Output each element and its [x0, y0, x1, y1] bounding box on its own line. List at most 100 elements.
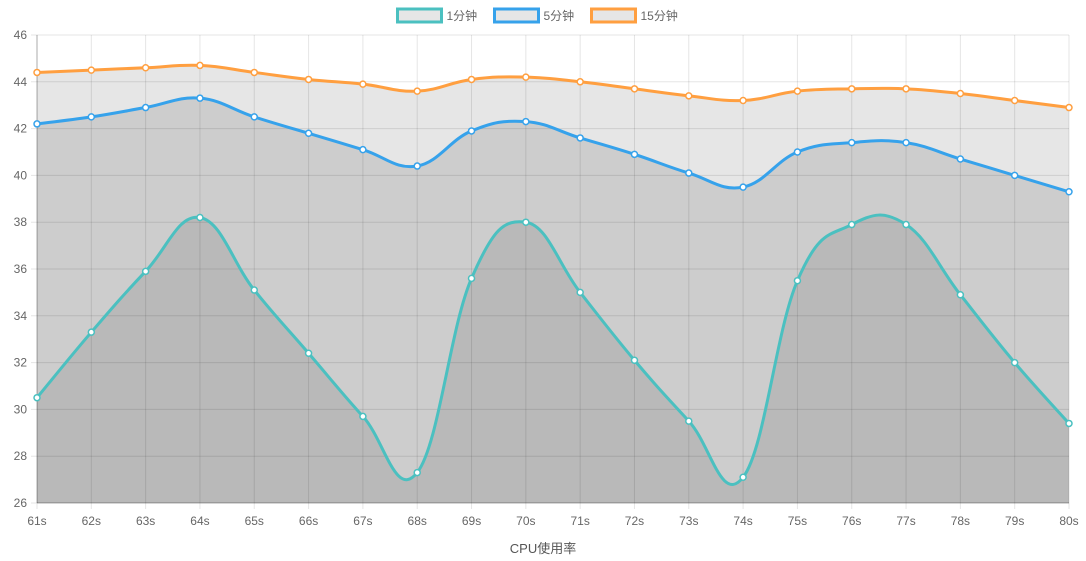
- legend-swatch: [590, 7, 637, 24]
- data-point[interactable]: [847, 138, 856, 147]
- data-point[interactable]: [1010, 171, 1019, 180]
- data-point[interactable]: [359, 145, 367, 154]
- x-tick-label: 77s: [896, 514, 915, 528]
- x-tick-label: 78s: [951, 514, 970, 528]
- data-point[interactable]: [1065, 188, 1073, 196]
- data-point[interactable]: [413, 468, 421, 477]
- data-point[interactable]: [359, 80, 367, 88]
- legend: 1分钟 5分钟 15分钟: [396, 7, 678, 24]
- data-point[interactable]: [1065, 419, 1073, 428]
- data-point[interactable]: [739, 96, 747, 105]
- data-point[interactable]: [141, 103, 150, 112]
- x-tick-label: 76s: [842, 514, 861, 528]
- data-point[interactable]: [739, 183, 747, 191]
- y-tick-label: 32: [14, 356, 28, 370]
- data-point[interactable]: [250, 286, 259, 294]
- data-point[interactable]: [33, 393, 41, 402]
- data-point[interactable]: [902, 85, 910, 93]
- data-point[interactable]: [685, 169, 693, 177]
- x-tick-label: 61s: [27, 514, 46, 528]
- axes: 26 28 30 32 34 36 38 40 42 44 46 61s 62s 63s 64s 65s 66s…: [14, 28, 1079, 528]
- x-tick-label: 79s: [1005, 514, 1024, 528]
- data-point[interactable]: [739, 473, 747, 482]
- data-point[interactable]: [196, 213, 204, 222]
- data-point[interactable]: [304, 129, 313, 138]
- legend-item-0[interactable]: 1分钟: [396, 7, 478, 24]
- x-tick-label: 71s: [570, 514, 589, 528]
- data-point[interactable]: [467, 274, 476, 283]
- data-point[interactable]: [522, 117, 530, 126]
- data-point[interactable]: [956, 155, 965, 163]
- x-tick-label: 70s: [516, 514, 535, 528]
- x-tick-label: 67s: [353, 514, 372, 528]
- data-point[interactable]: [141, 267, 150, 276]
- data-point[interactable]: [250, 68, 259, 77]
- legend-label: 15分钟: [641, 8, 678, 23]
- data-point[interactable]: [630, 356, 639, 365]
- data-point[interactable]: [33, 68, 41, 77]
- y-tick-label: 28: [14, 449, 28, 463]
- legend-swatch: [396, 7, 443, 24]
- data-point[interactable]: [87, 113, 96, 121]
- legend-label: 5分钟: [544, 8, 575, 23]
- data-point[interactable]: [522, 218, 530, 226]
- data-point[interactable]: [956, 89, 965, 98]
- data-point[interactable]: [413, 87, 421, 95]
- data-point[interactable]: [1010, 358, 1019, 367]
- data-point[interactable]: [847, 85, 856, 93]
- data-point[interactable]: [847, 220, 856, 229]
- data-point[interactable]: [630, 85, 639, 93]
- data-point[interactable]: [413, 162, 421, 170]
- data-point[interactable]: [359, 412, 367, 421]
- series-line-0: [35, 213, 1071, 486]
- data-point[interactable]: [87, 328, 96, 336]
- data-point[interactable]: [304, 75, 313, 84]
- data-point[interactable]: [1065, 103, 1073, 112]
- y-tick-label: 26: [14, 496, 28, 510]
- area-fill-series-0: [37, 215, 1069, 503]
- data-point[interactable]: [793, 276, 802, 285]
- y-tick-label: 46: [14, 28, 28, 42]
- data-point[interactable]: [196, 61, 204, 70]
- x-tick-label: 69s: [462, 514, 481, 528]
- data-point[interactable]: [793, 87, 802, 95]
- data-point[interactable]: [576, 288, 584, 297]
- x-tick-label: 62s: [82, 514, 101, 528]
- data-point[interactable]: [467, 127, 476, 135]
- grid-lines: [31, 34, 1070, 509]
- y-tick-label: 36: [14, 262, 28, 276]
- data-point[interactable]: [956, 290, 965, 299]
- x-tick-label: 63s: [136, 514, 155, 528]
- legend-item-1[interactable]: 5分钟: [493, 7, 575, 24]
- legend-swatch: [493, 7, 540, 24]
- data-point[interactable]: [902, 220, 910, 229]
- series-line-1: [36, 96, 1070, 194]
- data-point[interactable]: [685, 92, 693, 100]
- y-tick-label: 30: [14, 402, 28, 416]
- y-tick-label: 44: [14, 75, 28, 89]
- data-point[interactable]: [1010, 96, 1019, 105]
- area-fills: [37, 65, 1069, 503]
- series-lines: [35, 63, 1071, 486]
- data-point[interactable]: [196, 94, 204, 102]
- data-point[interactable]: [576, 134, 584, 142]
- data-point[interactable]: [522, 73, 530, 81]
- data-point[interactable]: [467, 75, 476, 84]
- data-point[interactable]: [304, 349, 313, 357]
- data-point[interactable]: [793, 148, 802, 156]
- y-tick-label: 38: [14, 215, 28, 229]
- data-point[interactable]: [902, 138, 910, 147]
- legend-item-2[interactable]: 15分钟: [590, 7, 678, 24]
- legend-label: 1分钟: [447, 8, 478, 23]
- data-point[interactable]: [630, 150, 639, 159]
- data-point[interactable]: [576, 78, 584, 86]
- x-tick-label: 64s: [190, 514, 209, 528]
- y-tick-label: 40: [14, 168, 28, 182]
- x-tick-label: 66s: [299, 514, 318, 528]
- data-point[interactable]: [141, 64, 150, 72]
- data-point[interactable]: [33, 120, 41, 128]
- data-point[interactable]: [685, 417, 693, 425]
- data-point[interactable]: [87, 66, 96, 74]
- data-point[interactable]: [250, 113, 259, 121]
